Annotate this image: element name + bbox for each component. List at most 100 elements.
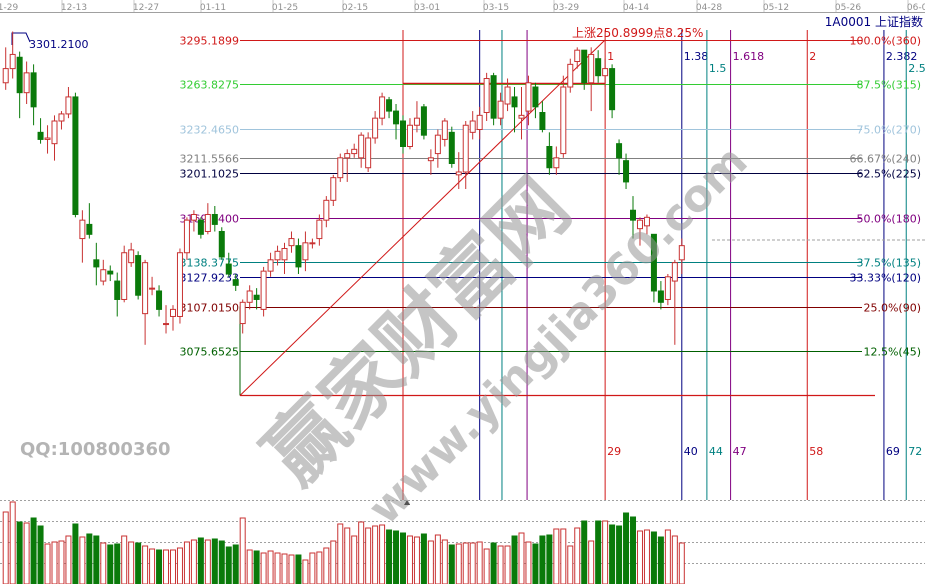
candle-body: [288, 238, 295, 247]
candle: [142, 259, 149, 345]
candle: [643, 214, 650, 235]
date-label: 12-13: [61, 3, 87, 13]
volume-bar: [260, 552, 267, 584]
candle: [58, 111, 65, 130]
candle: [225, 252, 232, 277]
candle: [163, 305, 170, 334]
candle: [623, 153, 630, 189]
candle-body: [427, 157, 434, 162]
candle: [441, 118, 448, 147]
fib-percent-label: 87.5%(315): [856, 79, 921, 92]
volume-bar: [504, 545, 511, 584]
volume-bar: [30, 517, 37, 584]
candle: [379, 92, 386, 126]
candle-body: [469, 120, 476, 133]
fib-price-label: 3263.8275: [180, 79, 240, 92]
candle-body: [379, 96, 386, 119]
candle: [79, 210, 86, 263]
candle: [630, 196, 637, 239]
candle-body: [623, 160, 630, 183]
candle-body: [344, 153, 351, 159]
candle: [386, 96, 393, 119]
volume-bar: [37, 525, 44, 584]
candle: [323, 196, 330, 228]
candle: [560, 75, 567, 158]
candle: [406, 118, 413, 150]
candle-body: [595, 58, 602, 77]
candle: [351, 143, 358, 158]
candle: [469, 111, 476, 140]
volume-bar: [183, 541, 190, 584]
candle-body: [567, 63, 574, 88]
candle: [490, 72, 497, 126]
volume-bar: [490, 542, 497, 584]
volume-bar: [393, 530, 400, 584]
volume-bar: [469, 542, 476, 584]
volume-bar: [107, 544, 114, 584]
volume-bar: [664, 529, 671, 584]
candle: [671, 259, 678, 345]
candle-body: [497, 100, 504, 119]
candle: [9, 31, 16, 79]
candle: [448, 126, 455, 168]
candle: [595, 50, 602, 83]
candle: [546, 132, 553, 175]
volume-bar: [623, 512, 630, 584]
volume-bar: [602, 520, 609, 584]
fib-time-day-label: 29: [607, 445, 621, 458]
candle-body: [58, 113, 65, 122]
candle: [657, 281, 664, 310]
volume-bar: [281, 553, 288, 584]
candle-body: [72, 96, 79, 215]
candle-body: [581, 49, 588, 84]
volume-bar: [176, 547, 183, 584]
volume-bar: [581, 520, 588, 584]
candle-body: [2, 68, 9, 84]
candle: [588, 47, 595, 112]
candle-body: [274, 250, 281, 261]
volume-bar: [16, 521, 23, 584]
candle-body: [393, 110, 400, 125]
volume-bar: [560, 528, 567, 584]
candle-body: [490, 75, 497, 119]
candle-body: [169, 308, 176, 317]
volume-bar: [114, 543, 121, 584]
candle-body: [246, 290, 253, 303]
candle-body: [302, 242, 309, 261]
candle: [218, 227, 225, 260]
candle-body: [525, 82, 532, 112]
rise-annotation: 上涨250.8999点8.25%: [572, 25, 703, 40]
volume-bar: [434, 534, 441, 584]
volume-bar: [225, 546, 232, 584]
volume-bar: [532, 543, 539, 584]
candle: [121, 245, 128, 303]
volume-bar: [330, 540, 337, 584]
candle-body: [643, 216, 650, 227]
volume-bar: [511, 535, 518, 584]
candle: [156, 285, 163, 317]
candle-body: [588, 53, 595, 84]
volume-bar: [678, 542, 685, 584]
candle-body: [406, 124, 413, 148]
candle-body: [358, 134, 365, 159]
candle-body: [546, 146, 553, 169]
candle-body: [434, 134, 441, 155]
candle-body: [295, 245, 302, 268]
volume-bar: [246, 549, 253, 584]
candle-body: [37, 131, 44, 140]
fib-price-label: 3295.1899: [180, 35, 240, 48]
candle: [420, 104, 427, 140]
candle: [678, 238, 685, 274]
volume-bar: [65, 535, 72, 584]
volume-bar: [100, 542, 107, 584]
candle-body: [483, 78, 490, 114]
volume-bar: [72, 523, 79, 584]
volume-bar: [149, 548, 156, 584]
candle-body: [204, 213, 211, 232]
date-label: 04-14: [623, 3, 649, 13]
volume-bar: [163, 549, 170, 584]
candle-body: [44, 137, 51, 140]
candle-body: [149, 287, 156, 290]
volume-bar: [197, 537, 204, 584]
